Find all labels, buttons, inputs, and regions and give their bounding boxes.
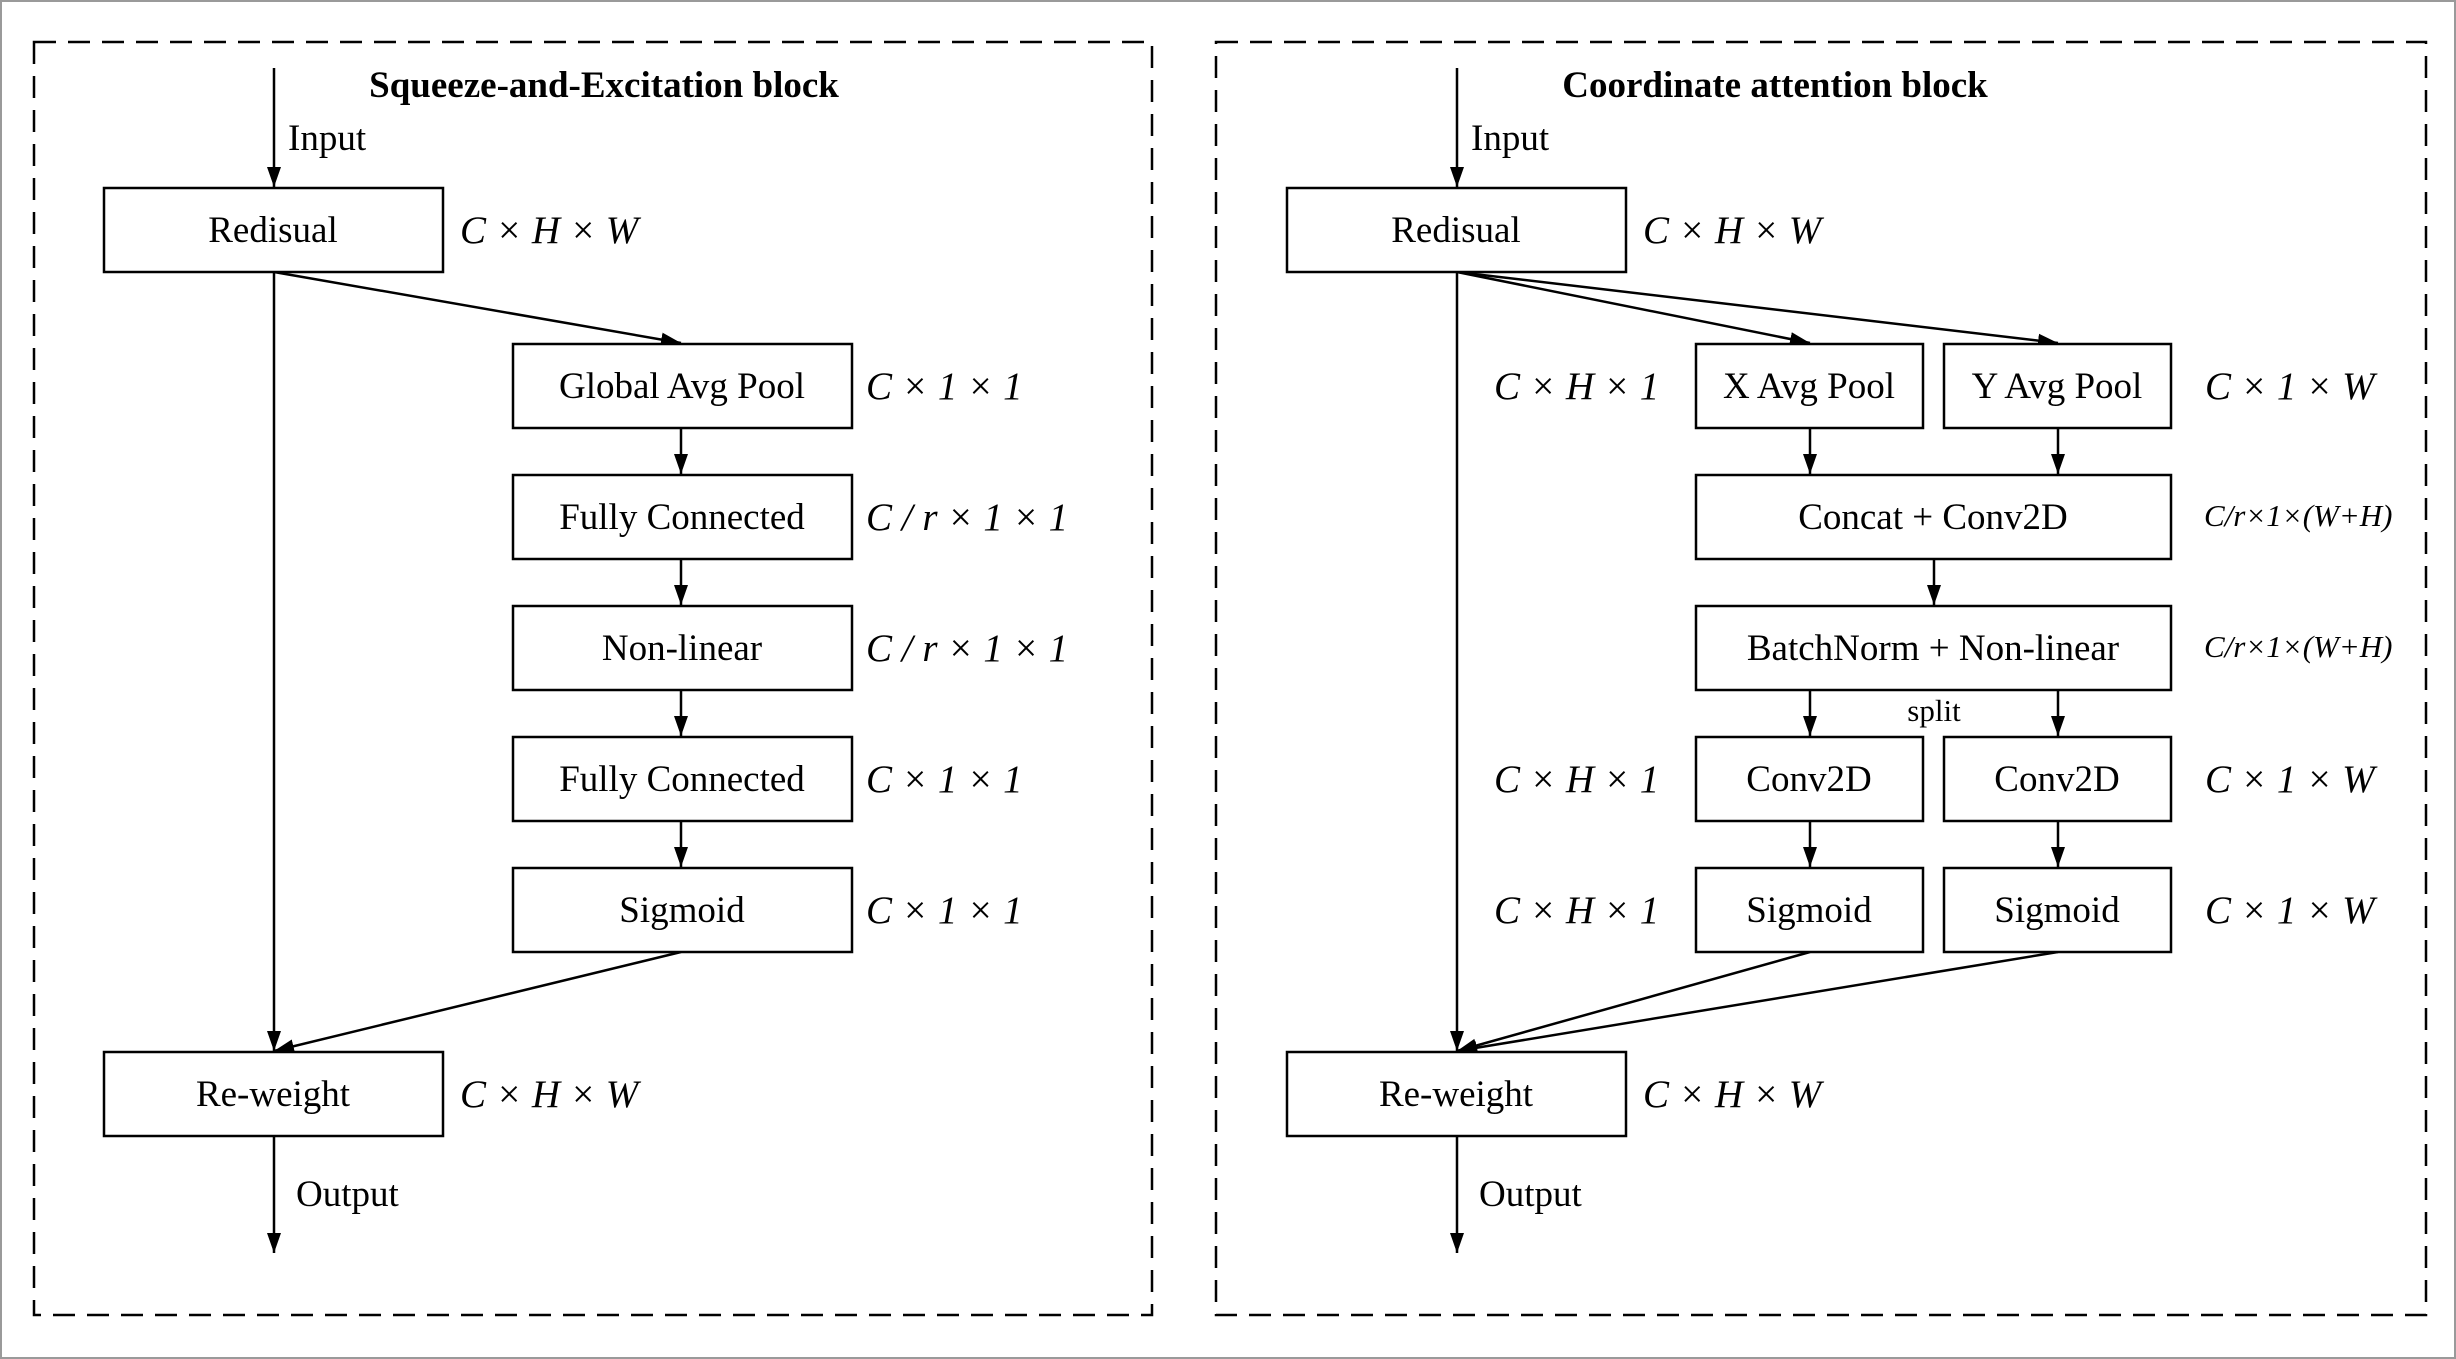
ca-bn-box: [1694, 604, 2173, 692]
se-sigmoid-to-reweight-arrow: [273, 950, 682, 1054]
ca-concat-box: [1694, 473, 2173, 561]
ca-residual-label: Redisual: [1391, 210, 1520, 251]
ca-xpool-label: X Avg Pool: [1723, 366, 1895, 407]
se-output-label: Output: [296, 1174, 400, 1215]
se-sigmoid-dim: C × 1 × 1: [866, 889, 1023, 932]
ca-xpool-dim: C × H × 1: [1494, 365, 1659, 408]
ca-bn-dim: C/r×1×(W+H): [2204, 629, 2392, 664]
ca-ypool-box: [1942, 342, 2173, 430]
se-fc2-label: Fully Connected: [559, 759, 805, 800]
se-gap-dim: C × 1 × 1: [866, 365, 1023, 408]
se-gap-box: [511, 342, 854, 430]
ca-sigw-label: Sigmoid: [1994, 890, 2120, 931]
ca-sigw-dim: C × 1 × W: [2205, 889, 2378, 932]
se-sigmoid-box: [511, 866, 854, 954]
ca-residual-to-ypool-arrow: [1456, 270, 2059, 348]
se-residual-label: Redisual: [208, 210, 337, 251]
se-reweight-label: Re-weight: [196, 1074, 351, 1115]
ca-panel-frame: [1214, 40, 2428, 1317]
se-fc2-dim: C × 1 × 1: [866, 758, 1023, 801]
se-input-label: Input: [288, 118, 367, 159]
ca-sigh-dim: C × H × 1: [1494, 889, 1659, 932]
ca-ypool-dim: C × 1 × W: [2205, 365, 2378, 408]
ca-bn-label: BatchNorm + Non-linear: [1747, 628, 2119, 669]
ca-output-label: Output: [1479, 1174, 1583, 1215]
se-fc1-dim: C / r × 1 × 1: [866, 496, 1068, 539]
ca-panel-title: Coordinate attention block: [1562, 65, 1988, 106]
ca-sigw-box: [1942, 866, 2173, 954]
se-gap-label: Global Avg Pool: [559, 366, 805, 407]
ca-reweight-box: [1285, 1050, 1628, 1138]
ca-convh-box: [1694, 735, 1925, 823]
ca-residual-to-xpool-arrow: [1456, 270, 1811, 346]
ca-residual-box: [1285, 186, 1628, 274]
ca-convh-dim: C × H × 1: [1494, 758, 1659, 801]
ca-split-label: split: [1907, 693, 1961, 728]
ca-concat-dim: C/r×1×(W+H): [2204, 498, 2392, 533]
se-reweight-box: [102, 1050, 445, 1138]
se-nonlinear-dim: C / r × 1 × 1: [866, 627, 1068, 670]
se-fc1-label: Fully Connected: [559, 497, 805, 538]
ca-convw-dim: C × 1 × W: [2205, 758, 2378, 801]
ca-sigh-label: Sigmoid: [1746, 890, 1872, 931]
ca-convh-label: Conv2D: [1746, 759, 1871, 800]
se-fc1-box: [511, 473, 854, 561]
ca-residual-dim: C × H × W: [1643, 209, 1825, 252]
se-panel-frame: [32, 40, 1154, 1317]
se-sigmoid-label: Sigmoid: [619, 890, 745, 931]
se-reweight-dim: C × H × W: [460, 1073, 642, 1116]
se-residual-to-gap-arrow: [273, 270, 682, 347]
ca-ypool-label: Y Avg Pool: [1972, 366, 2143, 407]
se-residual-box: [102, 186, 445, 274]
ca-concat-label: Concat + Conv2D: [1798, 497, 2068, 538]
ca-convw-label: Conv2D: [1994, 759, 2119, 800]
ca-sigh-box: [1694, 866, 1925, 954]
ca-reweight-dim: C × H × W: [1643, 1073, 1825, 1116]
se-panel-title: Squeeze-and-Excitation block: [369, 65, 839, 106]
ca-panel: Coordinate attention block Input split O…: [1214, 40, 2428, 1317]
ca-sigw-to-reweight-arrow: [1456, 950, 2059, 1055]
ca-convw-box: [1942, 735, 2173, 823]
ca-xpool-box: [1694, 342, 1925, 430]
se-residual-dim: C × H × W: [460, 209, 642, 252]
ca-sigh-to-reweight-arrow: [1456, 950, 1811, 1053]
se-nonlinear-label: Non-linear: [602, 628, 762, 669]
se-fc2-box: [511, 735, 854, 823]
se-nonlinear-box: [511, 604, 854, 692]
ca-reweight-label: Re-weight: [1379, 1074, 1534, 1115]
ca-input-label: Input: [1471, 118, 1550, 159]
se-panel: Squeeze-and-Excitation block Input Outpu…: [32, 40, 1154, 1317]
